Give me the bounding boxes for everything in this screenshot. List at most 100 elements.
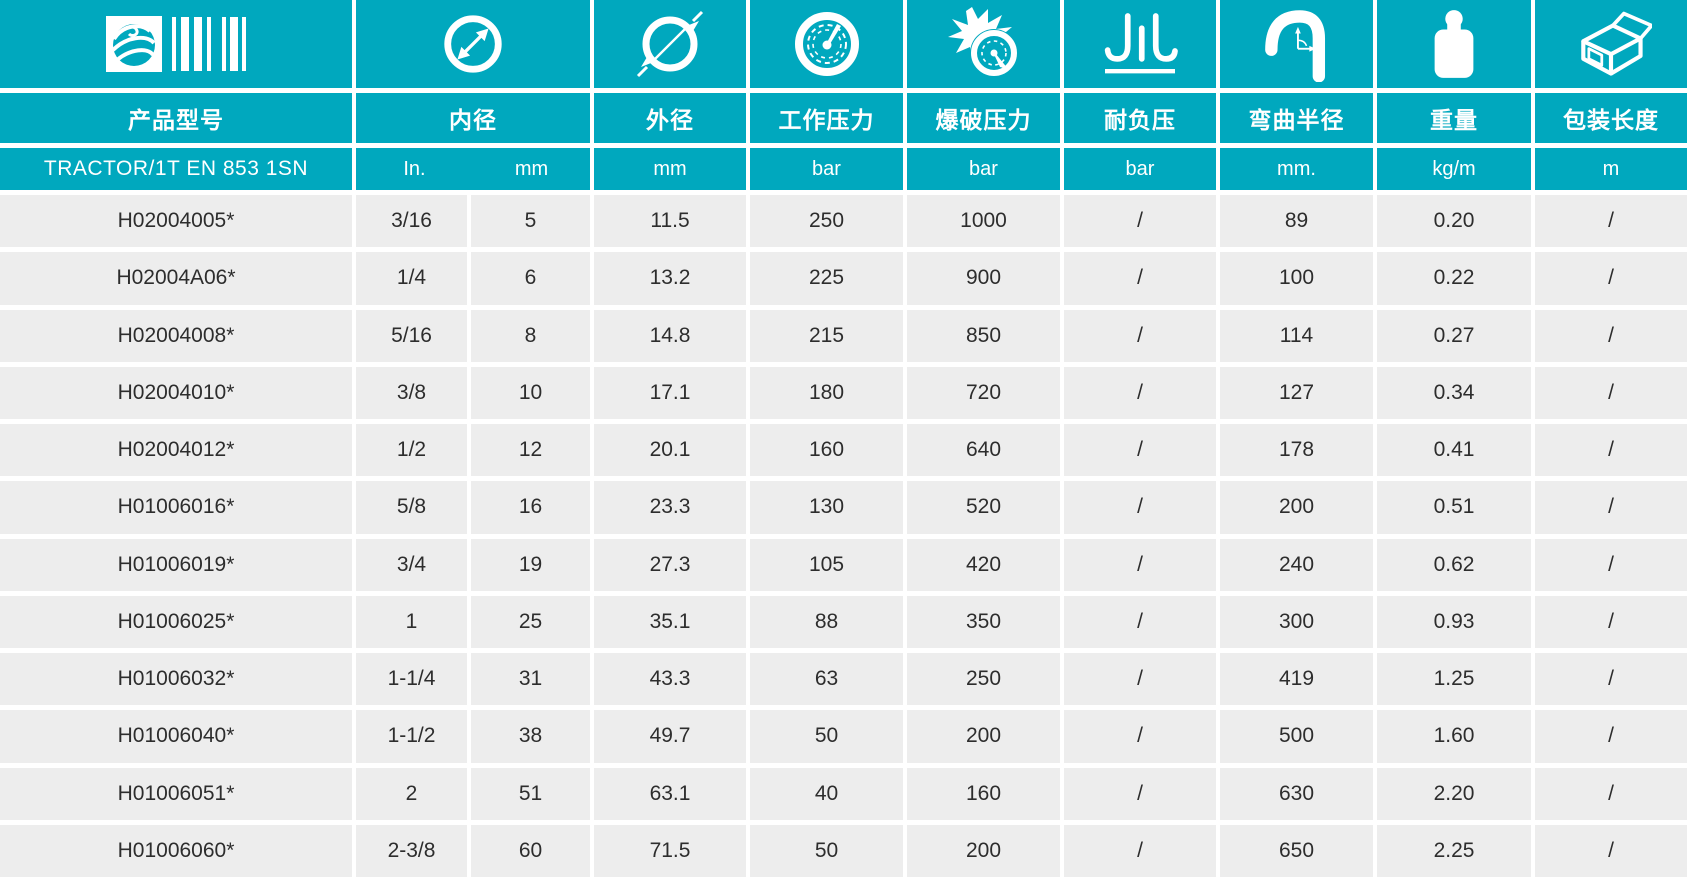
cell-inner-diameter-mm: 60 — [471, 824, 590, 877]
unit-package-length: m — [1535, 148, 1687, 190]
cell-outer-diameter: 13.2 — [594, 252, 746, 305]
working-pressure-icon — [750, 0, 903, 88]
cell-outer-diameter: 63.1 — [594, 767, 746, 820]
cell-model: H02004010* — [0, 366, 352, 419]
cell-vacuum: / — [1064, 824, 1216, 877]
cell-inner-diameter-in: 2 — [356, 767, 467, 820]
cell-weight: 0.41 — [1377, 424, 1531, 477]
cell-inner-diameter-mm: 51 — [471, 767, 590, 820]
cell-package-length: / — [1535, 538, 1687, 591]
cell-vacuum: / — [1064, 424, 1216, 477]
cell-outer-diameter: 17.1 — [594, 366, 746, 419]
cell-burst-pressure: 200 — [907, 710, 1060, 763]
cell-weight: 0.27 — [1377, 309, 1531, 362]
cell-inner-diameter-mm: 10 — [471, 366, 590, 419]
cell-package-length: / — [1535, 595, 1687, 648]
cell-package-length: / — [1535, 710, 1687, 763]
cell-vacuum: / — [1064, 595, 1216, 648]
cell-working-pressure: 160 — [750, 424, 903, 477]
cell-inner-diameter-in: 3/8 — [356, 366, 467, 419]
cell-burst-pressure: 520 — [907, 481, 1060, 534]
cell-model: H02004008* — [0, 309, 352, 362]
cell-bend-radius: 300 — [1220, 595, 1373, 648]
cell-weight: 2.25 — [1377, 824, 1531, 877]
cell-vacuum: / — [1064, 252, 1216, 305]
cell-inner-diameter-mm: 25 — [471, 595, 590, 648]
cell-package-length: / — [1535, 481, 1687, 534]
cell-package-length: / — [1535, 424, 1687, 477]
cell-inner-diameter-in: 1-1/4 — [356, 653, 467, 706]
cell-outer-diameter: 23.3 — [594, 481, 746, 534]
cell-vacuum: / — [1064, 366, 1216, 419]
cell-burst-pressure: 900 — [907, 252, 1060, 305]
col-header-outer-diameter: 外径 — [594, 93, 746, 143]
cell-inner-diameter-in: 2-3/8 — [356, 824, 467, 877]
unit-working-pressure: bar — [750, 148, 903, 190]
inner-diameter-icon — [356, 0, 590, 88]
cell-weight: 0.34 — [1377, 366, 1531, 419]
product-series-name: TRACTOR/1T EN 853 1SN — [0, 148, 352, 190]
cell-inner-diameter-in: 3/4 — [356, 538, 467, 591]
cell-weight: 0.62 — [1377, 538, 1531, 591]
cell-burst-pressure: 640 — [907, 424, 1060, 477]
cell-working-pressure: 180 — [750, 366, 903, 419]
cell-model: H01006060* — [0, 824, 352, 877]
col-header-weight: 重量 — [1377, 93, 1531, 143]
cell-package-length: / — [1535, 252, 1687, 305]
cell-model: H02004005* — [0, 195, 352, 248]
cell-working-pressure: 40 — [750, 767, 903, 820]
cell-model: H01006051* — [0, 767, 352, 820]
burst-pressure-icon — [907, 0, 1060, 88]
cell-model: H02004012* — [0, 424, 352, 477]
cell-model: H01006040* — [0, 710, 352, 763]
col-header-working-pressure: 工作压力 — [750, 93, 903, 143]
unit-burst-pressure: bar — [907, 148, 1060, 190]
outer-diameter-icon — [594, 0, 746, 88]
unit-millimeters: mm — [514, 157, 549, 180]
cell-burst-pressure: 420 — [907, 538, 1060, 591]
col-header-burst-pressure: 爆破压力 — [907, 93, 1060, 143]
cell-model: H01006032* — [0, 653, 352, 706]
cell-burst-pressure: 1000 — [907, 195, 1060, 248]
cell-inner-diameter-mm: 38 — [471, 710, 590, 763]
cell-burst-pressure: 250 — [907, 653, 1060, 706]
cell-working-pressure: 215 — [750, 309, 903, 362]
cell-bend-radius: 178 — [1220, 424, 1373, 477]
cell-outer-diameter: 20.1 — [594, 424, 746, 477]
cell-weight: 0.22 — [1377, 252, 1531, 305]
col-header-inner-diameter: 内径 — [356, 93, 590, 143]
cell-vacuum: / — [1064, 309, 1216, 362]
cell-outer-diameter: 49.7 — [594, 710, 746, 763]
cell-bend-radius: 240 — [1220, 538, 1373, 591]
cell-working-pressure: 250 — [750, 195, 903, 248]
cell-inner-diameter-mm: 6 — [471, 252, 590, 305]
cell-working-pressure: 88 — [750, 595, 903, 648]
bend-radius-icon — [1220, 0, 1373, 88]
unit-inches: In. — [403, 157, 426, 180]
cell-working-pressure: 105 — [750, 538, 903, 591]
cell-inner-diameter-mm: 16 — [471, 481, 590, 534]
cell-inner-diameter-in: 5/8 — [356, 481, 467, 534]
cell-model: H01006025* — [0, 595, 352, 648]
vacuum-resistance-icon — [1064, 0, 1216, 88]
cell-vacuum: / — [1064, 195, 1216, 248]
weight-icon — [1377, 0, 1531, 88]
col-header-product-model: 产品型号 — [0, 93, 352, 143]
cell-bend-radius: 630 — [1220, 767, 1373, 820]
cell-inner-diameter-mm: 8 — [471, 309, 590, 362]
cell-inner-diameter-in: 1-1/2 — [356, 710, 467, 763]
cell-weight: 1.25 — [1377, 653, 1531, 706]
cell-inner-diameter-mm: 31 — [471, 653, 590, 706]
cell-outer-diameter: 27.3 — [594, 538, 746, 591]
unit-outer-diameter: mm — [594, 148, 746, 190]
cell-burst-pressure: 160 — [907, 767, 1060, 820]
cell-inner-diameter-in: 1 — [356, 595, 467, 648]
cell-weight: 1.60 — [1377, 710, 1531, 763]
col-header-package-length: 包装长度 — [1535, 93, 1687, 143]
cell-inner-diameter-in: 5/16 — [356, 309, 467, 362]
col-header-vacuum: 耐负压 — [1064, 93, 1216, 143]
cell-outer-diameter: 14.8 — [594, 309, 746, 362]
cell-inner-diameter-mm: 5 — [471, 195, 590, 248]
cell-burst-pressure: 200 — [907, 824, 1060, 877]
